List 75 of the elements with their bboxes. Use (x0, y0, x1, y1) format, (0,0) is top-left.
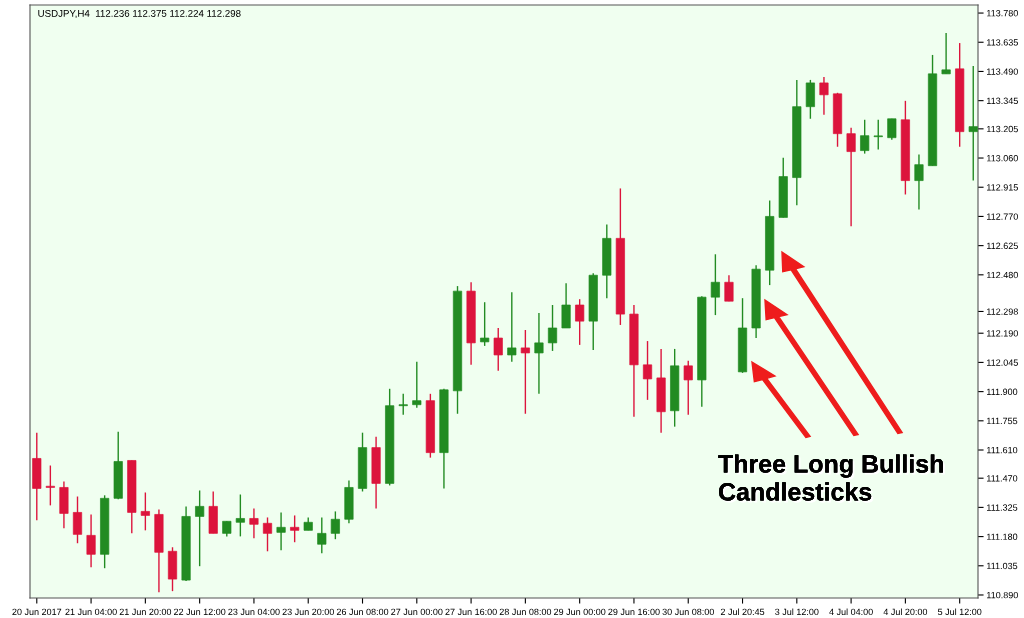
y-tick-label: 113.490 (987, 68, 1018, 75)
candlestick (887, 118, 897, 141)
y-tick-label: 111.610 (987, 446, 1018, 454)
candlestick (235, 493, 245, 538)
candlestick (710, 253, 720, 316)
y-tick-label: 112.045 (987, 359, 1018, 366)
x-tick-label: 4 Jul 04:00 (829, 608, 873, 616)
candlestick (561, 282, 571, 329)
x-tick-label: 30 Jun 08:00 (662, 608, 714, 616)
candlestick (941, 32, 951, 75)
y-tick-label: 113.060 (987, 155, 1018, 162)
y-tick-label: 113.635 (987, 39, 1018, 46)
y-tick-label: 112.915 (987, 184, 1018, 191)
y-tick-label: 110.890 (987, 591, 1018, 599)
candlestick (72, 495, 83, 544)
candlestick (493, 327, 503, 372)
candlestick (846, 126, 856, 227)
y-tick-label: 111.035 (987, 562, 1018, 570)
x-tick-label: 29 Jun 16:00 (608, 608, 660, 616)
candlestick (86, 513, 96, 568)
y-tick-label: 111.900 (987, 388, 1018, 395)
y-tick-label: 111.470 (987, 475, 1018, 482)
x-tick-label: 27 Jun 16:00 (445, 608, 497, 616)
y-tick-label: 112.480 (987, 271, 1018, 279)
candlestick (45, 464, 55, 507)
candlestick (520, 329, 530, 415)
candlestick (575, 298, 585, 346)
y-tick-label: 113.780 (987, 10, 1018, 17)
y-tick-label: 112.298 (987, 308, 1018, 315)
y-tick-label: 112.625 (987, 242, 1018, 249)
y-tick-label: 112.190 (987, 330, 1018, 337)
candlestick (873, 119, 883, 151)
x-tick-label: 29 Jun 00:00 (554, 608, 606, 616)
x-tick-label: 28 Jun 08:00 (499, 608, 552, 616)
x-tick-label: 23 Jun 20:00 (282, 608, 334, 616)
y-tick-label: 113.205 (987, 125, 1018, 133)
y-tick-label: 112.770 (987, 213, 1018, 220)
candlestick (683, 360, 693, 416)
candlestick (507, 291, 517, 363)
annotation: Three Long Bullish Candlesticks (718, 454, 945, 503)
candlestick (412, 361, 422, 409)
x-tick-label: 3 Jul 12:00 (775, 608, 819, 616)
candlestick (805, 79, 815, 120)
candlestick (317, 516, 327, 554)
candlestick (276, 511, 286, 551)
y-tick-label: 111.325 (987, 504, 1018, 511)
x-tick-label: 2 Jul 20:45 (720, 608, 765, 616)
y-tick-label: 111.180 (987, 533, 1018, 540)
candlestick (534, 312, 544, 395)
y-tick-label: 113.345 (987, 97, 1018, 105)
y-tick-label: 111.755 (987, 417, 1018, 425)
candlestick (195, 489, 205, 567)
candlestick (914, 153, 924, 211)
x-tick-label: 21 Jun 04:00 (65, 608, 117, 616)
candlestick (330, 510, 340, 540)
candlestick (724, 274, 734, 302)
candlestick (860, 119, 870, 155)
candlestick (398, 393, 408, 416)
x-tick-label: 4 Jul 20:00 (883, 608, 928, 616)
candlestick (262, 516, 273, 552)
candlestick (140, 491, 150, 532)
candlestick (480, 301, 490, 347)
chart-title: USDJPY,H4 112.236 112.375 112.224 112.298 (38, 10, 241, 19)
x-tick-label: 20 Jun 2017 (12, 608, 62, 616)
candlestick (547, 304, 558, 352)
x-tick-label: 27 Jun 00:00 (391, 608, 443, 616)
x-tick-label: 21 Jun 20:00 (119, 608, 172, 616)
x-tick-label: 26 Jun 08:00 (336, 608, 389, 616)
x-tick-label: 23 Jun 04:00 (228, 608, 280, 616)
x-tick-label: 22 Jun 12:00 (174, 608, 226, 616)
candlestick (819, 76, 829, 116)
x-tick-label: 5 Jul 12:00 (937, 608, 982, 616)
candlestick (249, 507, 259, 539)
candlestick (290, 514, 300, 543)
candlestick (642, 340, 653, 401)
